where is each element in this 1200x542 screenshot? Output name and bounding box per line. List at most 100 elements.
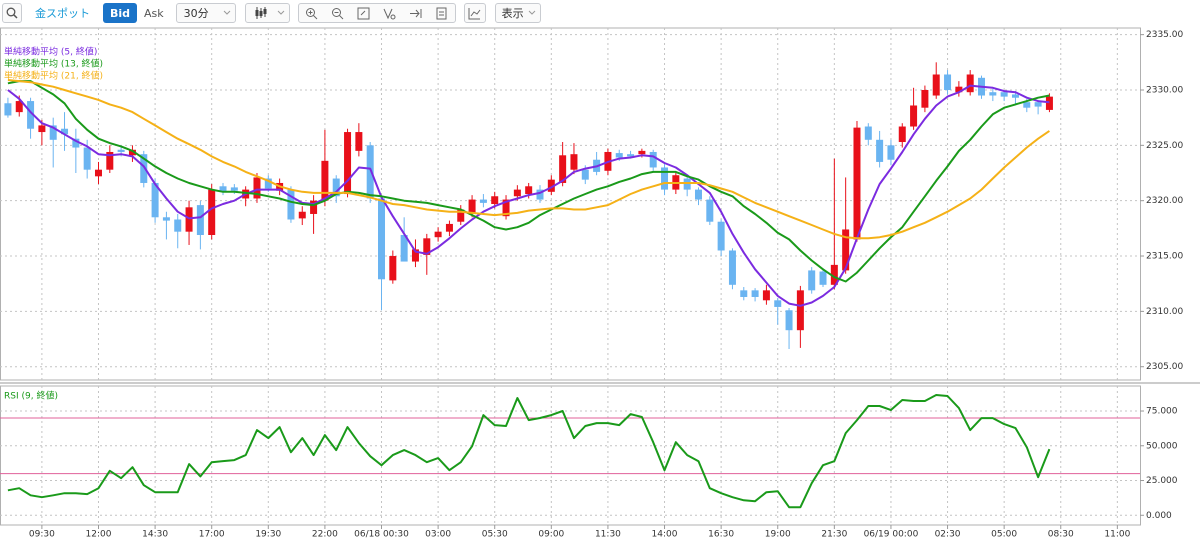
x-tick-label: 09:00 bbox=[538, 530, 564, 540]
candle-body bbox=[72, 138, 80, 148]
x-tick-label: 14:00 bbox=[652, 530, 678, 540]
candle-body bbox=[287, 189, 295, 220]
series-line bbox=[7, 80, 1050, 283]
candle-body bbox=[61, 128, 69, 135]
drawing-icon[interactable] bbox=[383, 7, 396, 20]
dropdown-arrow bbox=[277, 10, 285, 15]
candle-body bbox=[819, 271, 827, 285]
candle-body bbox=[694, 189, 702, 200]
zoom-in-icon[interactable] bbox=[305, 7, 318, 20]
candle-body bbox=[864, 126, 872, 140]
candle-body bbox=[525, 186, 533, 195]
candle-body bbox=[378, 198, 386, 280]
candle-body bbox=[344, 132, 352, 195]
candle-body bbox=[762, 290, 770, 301]
candle-body bbox=[49, 125, 57, 140]
candle-body bbox=[808, 270, 816, 291]
candle-body bbox=[1023, 102, 1031, 108]
chart-type-select[interactable] bbox=[244, 3, 290, 23]
candle-body bbox=[94, 169, 102, 177]
display-select[interactable]: 表示 bbox=[494, 3, 541, 23]
y-tick-label: 2325.00 bbox=[1146, 141, 1183, 151]
fit-icon[interactable] bbox=[357, 7, 370, 20]
series-line bbox=[7, 394, 1051, 509]
candle-body bbox=[219, 186, 227, 192]
y-tick-label: 50.000 bbox=[1146, 441, 1178, 451]
candle-body bbox=[898, 126, 906, 143]
candle-body bbox=[434, 231, 442, 238]
y-tick-label: 2305.00 bbox=[1146, 362, 1183, 372]
candle-body bbox=[649, 151, 657, 168]
x-tick-label: 03:00 bbox=[425, 530, 451, 540]
x-tick-label: 05:00 bbox=[991, 530, 1017, 540]
candle-body bbox=[559, 155, 567, 183]
x-tick-label: 11:00 bbox=[1104, 530, 1130, 540]
candle-icon bbox=[255, 7, 267, 19]
legend-label: 単純移動平均 (5, 終値) bbox=[4, 46, 97, 58]
interval-label: 30分 bbox=[183, 7, 209, 20]
candle-body bbox=[117, 149, 125, 152]
document-icon[interactable] bbox=[435, 7, 448, 20]
toolbar: 金スポット Bid Ask 30分 表示 bbox=[0, 0, 1200, 26]
x-tick-label: 11:30 bbox=[595, 530, 621, 540]
candle-body bbox=[1011, 94, 1019, 98]
candle-body bbox=[955, 86, 963, 93]
candle-body bbox=[785, 310, 793, 331]
bid-button[interactable]: Bid bbox=[103, 3, 138, 23]
series-line bbox=[7, 79, 1050, 240]
x-tick-label: 14:30 bbox=[142, 530, 168, 540]
candle-body bbox=[581, 169, 589, 180]
x-tick-label: 19:30 bbox=[255, 530, 281, 540]
indicator-button[interactable] bbox=[463, 3, 486, 23]
candle-body bbox=[468, 199, 476, 214]
candle-body bbox=[751, 290, 759, 297]
candle-body bbox=[400, 234, 408, 262]
x-tick-label: 08:30 bbox=[1048, 530, 1074, 540]
y-tick-label: 25.000 bbox=[1146, 476, 1178, 486]
candle-body bbox=[4, 103, 12, 116]
search-button[interactable] bbox=[2, 3, 22, 23]
jump-icon[interactable] bbox=[409, 7, 422, 20]
candle-body bbox=[196, 205, 204, 235]
candle-body bbox=[389, 256, 397, 281]
candle-body bbox=[536, 189, 544, 200]
y-tick-label: 2310.00 bbox=[1146, 307, 1183, 317]
candle-body bbox=[174, 219, 182, 232]
interval-select[interactable]: 30分 bbox=[175, 3, 236, 23]
y-tick-label: 0.000 bbox=[1146, 511, 1172, 521]
candle-body bbox=[842, 229, 850, 271]
x-tick-label: 09:30 bbox=[29, 530, 55, 540]
candle-body bbox=[1034, 102, 1042, 107]
candle-body bbox=[570, 154, 578, 170]
legend-label: 単純移動平均 (21, 終値) bbox=[4, 70, 103, 82]
candle-body bbox=[683, 178, 691, 190]
candle-body bbox=[638, 150, 646, 155]
dropdown-arrow bbox=[528, 10, 536, 15]
series-line bbox=[7, 84, 1050, 307]
candle-body bbox=[491, 196, 499, 204]
candle-body bbox=[253, 177, 261, 199]
candle-body bbox=[162, 217, 170, 221]
candle-body bbox=[853, 127, 861, 240]
candle-body bbox=[717, 221, 725, 251]
candle-body bbox=[27, 101, 35, 129]
x-tick-label: 21:30 bbox=[821, 530, 847, 540]
candle-body bbox=[830, 264, 838, 285]
ask-button[interactable]: Ask bbox=[144, 6, 164, 20]
candle-body bbox=[728, 250, 736, 285]
candle-body bbox=[513, 189, 521, 197]
x-tick-label: 06/18 00:30 bbox=[354, 530, 409, 540]
candle-body bbox=[445, 223, 453, 232]
candle-body bbox=[1000, 92, 1008, 97]
candle-body bbox=[38, 125, 46, 133]
panel-frame bbox=[0, 27, 1141, 381]
zoom-out-icon[interactable] bbox=[331, 7, 344, 20]
candle-body bbox=[661, 167, 669, 190]
instrument-name[interactable]: 金スポット bbox=[35, 7, 90, 20]
candle-body bbox=[423, 238, 431, 255]
candle-body bbox=[1045, 96, 1053, 110]
candle-body bbox=[457, 209, 465, 222]
candle-body bbox=[298, 211, 306, 219]
